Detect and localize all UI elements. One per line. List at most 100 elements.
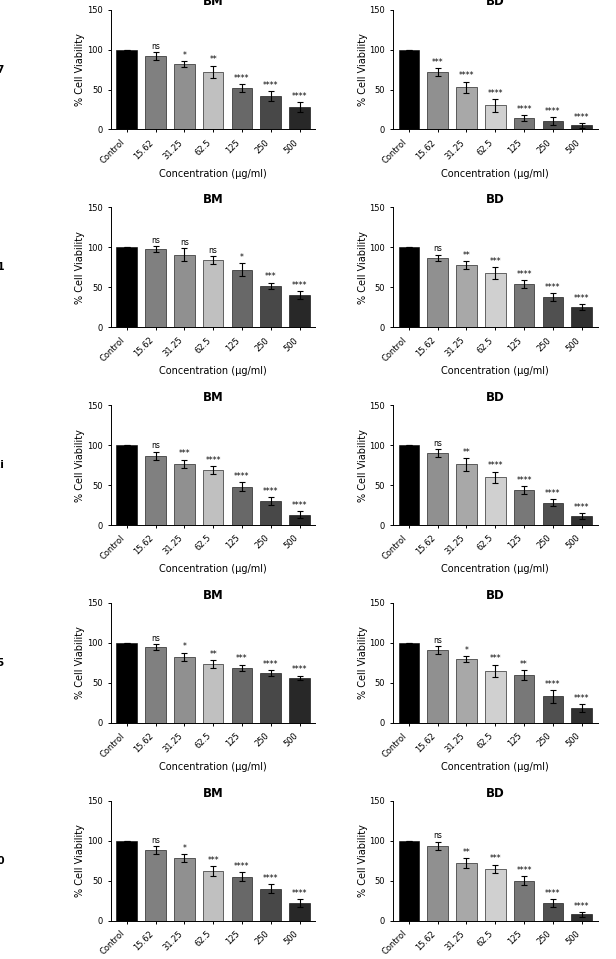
Text: ****: ****: [516, 269, 532, 279]
Bar: [116, 445, 137, 526]
Bar: [456, 464, 477, 526]
Text: ****: ****: [263, 81, 278, 90]
Bar: [514, 118, 535, 129]
Bar: [485, 671, 506, 723]
Bar: [514, 880, 535, 921]
Text: MCF-7: MCF-7: [0, 64, 4, 75]
X-axis label: Concentration (μg/ml): Concentration (μg/ml): [442, 169, 549, 178]
Y-axis label: % Cell Viability: % Cell Viability: [357, 825, 368, 897]
X-axis label: Concentration (μg/ml): Concentration (μg/ml): [160, 169, 267, 178]
Bar: [399, 841, 419, 921]
Text: ****: ****: [487, 461, 503, 470]
Text: ***: ***: [236, 654, 248, 664]
Title: BM: BM: [203, 589, 224, 602]
Bar: [232, 487, 253, 526]
Text: ****: ****: [487, 89, 503, 98]
Text: ****: ****: [516, 105, 532, 114]
Title: BM: BM: [203, 193, 224, 206]
Text: **: **: [209, 56, 217, 64]
Text: CaSki: CaSki: [0, 460, 4, 470]
Text: ****: ****: [292, 666, 307, 674]
Text: ****: ****: [292, 92, 307, 101]
Bar: [174, 463, 195, 526]
Text: ns: ns: [151, 441, 160, 451]
Text: ****: ****: [234, 472, 249, 480]
X-axis label: Concentration (μg/ml): Concentration (μg/ml): [160, 366, 267, 376]
Text: ****: ****: [205, 456, 221, 465]
Text: ****: ****: [263, 487, 278, 496]
Text: **: **: [463, 448, 471, 456]
Bar: [261, 96, 281, 129]
Y-axis label: % Cell Viability: % Cell Viability: [357, 231, 368, 304]
Bar: [571, 914, 592, 921]
Text: ****: ****: [516, 866, 532, 875]
Text: *: *: [240, 253, 244, 262]
Text: ****: ****: [263, 660, 278, 669]
Text: *: *: [182, 51, 186, 59]
Bar: [116, 643, 137, 723]
Bar: [145, 249, 166, 327]
Text: ns: ns: [433, 636, 442, 644]
Bar: [428, 650, 448, 723]
Text: *: *: [464, 645, 468, 655]
Bar: [514, 284, 535, 327]
Bar: [289, 515, 310, 526]
Title: BM: BM: [203, 786, 224, 800]
Bar: [456, 659, 477, 723]
Bar: [456, 87, 477, 129]
Text: MDA-MB-231: MDA-MB-231: [0, 263, 4, 272]
Bar: [145, 456, 166, 526]
Bar: [543, 297, 563, 327]
Bar: [203, 72, 224, 129]
Title: BM: BM: [203, 0, 224, 9]
Text: *: *: [182, 643, 186, 651]
Text: ****: ****: [574, 901, 590, 911]
Y-axis label: % Cell Viability: % Cell Viability: [357, 429, 368, 502]
X-axis label: Concentration (μg/ml): Concentration (μg/ml): [442, 366, 549, 376]
Bar: [485, 273, 506, 327]
Text: ***: ***: [490, 654, 501, 664]
Text: ***: ***: [490, 854, 501, 863]
Bar: [203, 664, 224, 723]
Text: ****: ****: [574, 113, 590, 122]
Text: ns: ns: [151, 236, 160, 245]
Y-axis label: % Cell Viability: % Cell Viability: [75, 429, 86, 502]
Y-axis label: % Cell Viability: % Cell Viability: [75, 825, 86, 897]
Text: **: **: [463, 250, 471, 260]
Text: *: *: [182, 844, 186, 854]
Text: **: **: [520, 660, 528, 669]
Text: ns: ns: [151, 836, 160, 845]
X-axis label: Concentration (μg/ml): Concentration (μg/ml): [442, 564, 549, 574]
Bar: [456, 863, 477, 921]
Bar: [174, 254, 195, 327]
Bar: [261, 501, 281, 526]
Bar: [261, 673, 281, 723]
Text: ****: ****: [545, 107, 561, 116]
X-axis label: Concentration (μg/ml): Concentration (μg/ml): [160, 761, 267, 772]
Bar: [203, 470, 224, 526]
Title: BM: BM: [203, 391, 224, 404]
Bar: [399, 50, 419, 129]
Bar: [543, 903, 563, 921]
Bar: [174, 657, 195, 723]
Bar: [485, 105, 506, 129]
Text: ****: ****: [292, 502, 307, 510]
Text: ****: ****: [545, 489, 561, 499]
Bar: [485, 478, 506, 526]
Title: BD: BD: [486, 589, 505, 602]
Text: ****: ****: [263, 874, 278, 882]
Bar: [571, 709, 592, 723]
Text: ****: ****: [545, 283, 561, 292]
Bar: [116, 841, 137, 921]
Bar: [428, 454, 448, 526]
Bar: [289, 678, 310, 723]
Bar: [261, 889, 281, 921]
Y-axis label: % Cell Viability: % Cell Viability: [75, 34, 86, 105]
Y-axis label: % Cell Viability: % Cell Viability: [75, 626, 86, 699]
Bar: [543, 503, 563, 526]
X-axis label: Concentration (μg/ml): Concentration (μg/ml): [442, 761, 549, 772]
Bar: [543, 122, 563, 129]
Bar: [203, 871, 224, 921]
Text: ***: ***: [490, 257, 501, 267]
Text: SW-480: SW-480: [0, 855, 4, 866]
